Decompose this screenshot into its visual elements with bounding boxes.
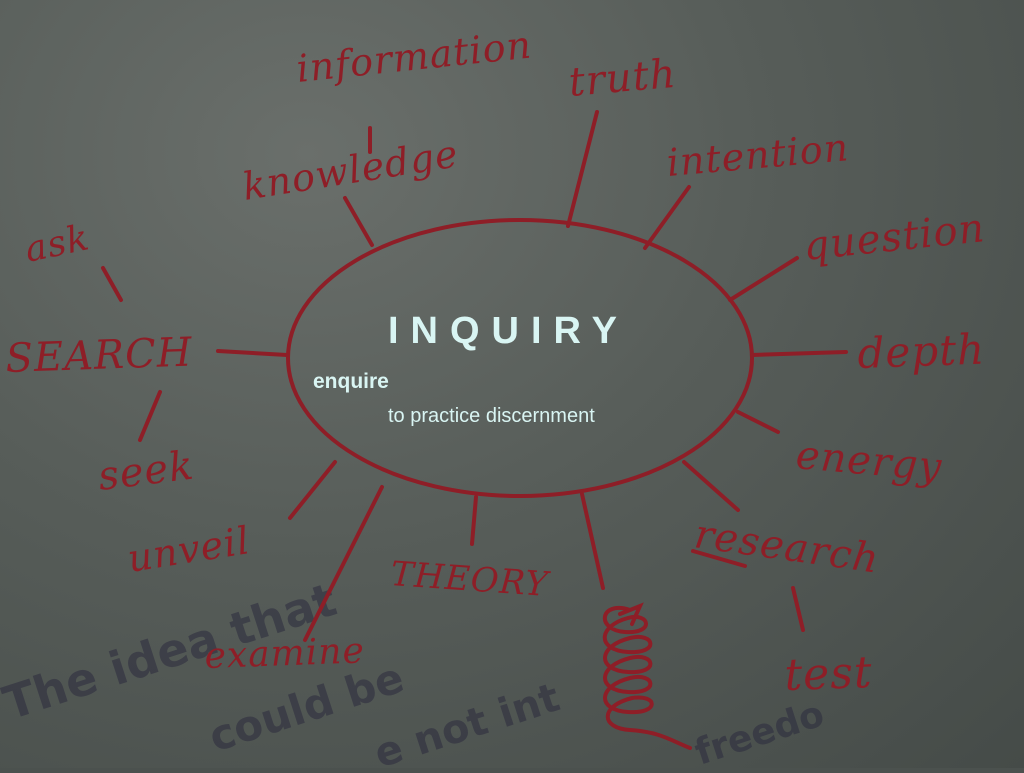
line-question (728, 256, 799, 302)
word-ask: ask (21, 217, 93, 271)
word-truth: truth (567, 51, 678, 106)
handwritten-words: information knowledge truth intention qu… (5, 23, 988, 701)
line-seek (138, 390, 162, 442)
slide-subtitle: to practice discernment (388, 405, 595, 427)
word-research: research (692, 511, 883, 582)
line-knowledge (343, 196, 374, 247)
word-depth: depth (857, 325, 986, 378)
line-intention (643, 185, 691, 250)
word-energy: energy (794, 432, 944, 491)
line-examine (303, 485, 384, 642)
slide-title: INQUIRY (388, 310, 629, 352)
research-underline (691, 549, 747, 568)
word-examine: examine (204, 630, 366, 677)
line-research (682, 460, 740, 512)
line-unveil (288, 460, 337, 520)
word-unveil: unveil (125, 518, 254, 581)
line-test (791, 586, 805, 632)
word-intention: intention (665, 125, 851, 185)
word-question: question (801, 205, 987, 270)
word-theory: THEORY (389, 554, 552, 605)
word-test: test (784, 647, 874, 701)
bg-text-line-4: freedo (690, 694, 829, 768)
line-theory (470, 495, 478, 546)
spiral-scribble (602, 606, 692, 750)
line-search (216, 349, 289, 357)
line-ask (101, 266, 123, 302)
slide-subtitle-bold: enquire (313, 370, 389, 393)
word-knowledge: knowledge (240, 131, 462, 209)
spiral-arrowhead (618, 602, 644, 626)
word-information: information (294, 23, 534, 91)
line-depth (750, 350, 848, 357)
central-oval (286, 218, 754, 498)
word-seek: seek (96, 443, 197, 500)
connector-lines (101, 110, 848, 642)
line-truth (566, 110, 599, 228)
word-search: SEARCH (5, 329, 194, 382)
line-spiral (580, 492, 605, 590)
background-printed-text: The idea that could be e not int freedo (0, 572, 829, 773)
line-energy (736, 410, 780, 434)
